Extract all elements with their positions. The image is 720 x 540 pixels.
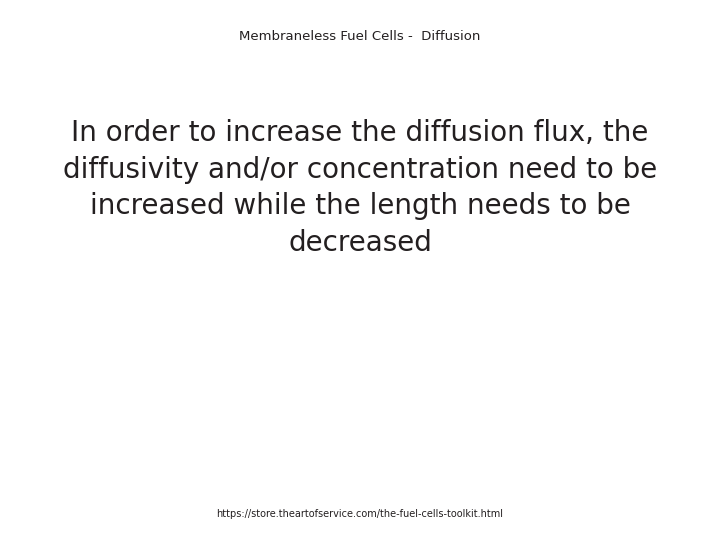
Text: https://store.theartofservice.com/the-fuel-cells-toolkit.html: https://store.theartofservice.com/the-fu…: [217, 509, 503, 519]
Text: In order to increase the diffusion flux, the
diffusivity and/or concentration ne: In order to increase the diffusion flux,…: [63, 119, 657, 257]
Text: Membraneless Fuel Cells -  Diffusion: Membraneless Fuel Cells - Diffusion: [239, 30, 481, 43]
